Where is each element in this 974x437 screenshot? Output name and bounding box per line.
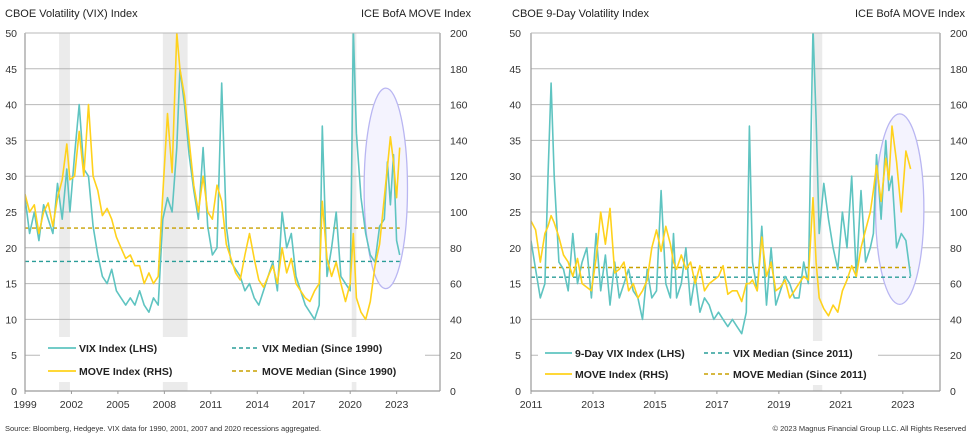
legend-label-vix-median: VIX Median (Since 2011) bbox=[733, 348, 853, 360]
y-tick-label-left: 45 bbox=[509, 64, 521, 76]
y-tick-label-left: 5 bbox=[11, 350, 17, 362]
right-chart-title: CBOE 9-Day Volatility Index bbox=[512, 8, 649, 20]
x-tick-label: 2017 bbox=[705, 399, 729, 411]
y-tick-label-right: 160 bbox=[950, 100, 968, 112]
y-tick-label-left: 25 bbox=[509, 207, 521, 219]
x-tick-label: 2020 bbox=[339, 399, 363, 411]
right-chart-right-axis-title: ICE BofA MOVE Index bbox=[855, 8, 966, 20]
x-tick-label: 2019 bbox=[767, 399, 791, 411]
axes bbox=[530, 32, 941, 392]
legend-label-move-median: MOVE Median (Since 2011) bbox=[733, 369, 867, 381]
y-tick-label-right: 120 bbox=[950, 171, 968, 183]
x-tick-label: 2008 bbox=[153, 399, 177, 411]
source-note: Source: Bloomberg, Hedgeye. VIX data for… bbox=[5, 424, 321, 433]
chart-vix: CBOE Volatility (VIX) Index ICE BofA MOV… bbox=[5, 8, 471, 411]
x-tick-label: 2023 bbox=[385, 399, 409, 411]
y-tick-label-right: 140 bbox=[450, 135, 468, 147]
y-tick-label-right: 60 bbox=[950, 279, 962, 291]
y-tick-label-left: 30 bbox=[5, 171, 17, 183]
y-axis-left-ticks: 0 5 10 15 20 25 30 35 40 45 50 bbox=[5, 28, 17, 398]
legend-background bbox=[40, 337, 425, 382]
y-tick-label-left: 45 bbox=[5, 64, 17, 76]
y-tick-label-right: 200 bbox=[450, 28, 468, 40]
y-tick-label-left: 40 bbox=[5, 100, 17, 112]
y-tick-label-right: 100 bbox=[450, 207, 468, 219]
y-tick-label-left: 50 bbox=[5, 28, 17, 40]
y-tick-label-left: 15 bbox=[509, 279, 521, 291]
y-tick-label-right: 80 bbox=[950, 243, 962, 255]
legend: 9-Day VIX Index (LHS) MOVE Index (RHS) V… bbox=[538, 341, 878, 385]
y-tick-label-left: 20 bbox=[509, 243, 521, 255]
legend-label-vix: VIX Index (LHS) bbox=[79, 343, 157, 355]
y-tick-label-left: 50 bbox=[509, 28, 521, 40]
legend-label-move: MOVE Index (RHS) bbox=[575, 369, 668, 381]
y-tick-label-right: 200 bbox=[950, 28, 968, 40]
y-tick-label-left: 5 bbox=[515, 350, 521, 362]
move-series-line bbox=[25, 33, 401, 321]
y-tick-label-left: 20 bbox=[5, 243, 17, 255]
highlight-ellipse bbox=[874, 113, 925, 306]
y-tick-label-left: 10 bbox=[5, 314, 17, 326]
y-tick-label-right: 100 bbox=[950, 207, 968, 219]
y-tick-label-right: 0 bbox=[450, 386, 456, 398]
axes bbox=[24, 32, 441, 392]
y-tick-label-right: 80 bbox=[450, 243, 462, 255]
y-axis-left-ticks: 0 5 10 15 20 25 30 35 40 45 50 bbox=[509, 28, 521, 398]
left-chart-title: CBOE Volatility (VIX) Index bbox=[5, 8, 138, 20]
legend-label-move: MOVE Index (RHS) bbox=[79, 366, 172, 378]
y-tick-label-left: 15 bbox=[5, 279, 17, 291]
y-axis-right-ticks: 0 20 40 60 80 100 120 140 160 180 200 bbox=[950, 28, 968, 398]
series-lines bbox=[531, 33, 912, 335]
x-axis-ticks: 2011 2013 2015 2017 2019 2021 2023 bbox=[520, 391, 915, 411]
y-tick-label-right: 20 bbox=[950, 350, 962, 362]
copyright-note: © 2023 Magnus Financial Group LLC. All R… bbox=[772, 424, 966, 433]
x-tick-label: 1999 bbox=[13, 399, 37, 411]
legend-label-move-median: MOVE Median (Since 1990) bbox=[262, 366, 396, 378]
x-axis-ticks: 1999 2002 2005 2008 2011 2014 2017 2020 2023 bbox=[13, 391, 408, 411]
left-chart-right-axis-title: ICE BofA MOVE Index bbox=[361, 8, 472, 20]
y-tick-label-right: 60 bbox=[450, 279, 462, 291]
y-tick-label-left: 30 bbox=[509, 171, 521, 183]
x-tick-label: 2005 bbox=[106, 399, 130, 411]
x-tick-label: 2013 bbox=[581, 399, 605, 411]
median-lines bbox=[25, 227, 400, 263]
x-tick-label: 2002 bbox=[60, 399, 84, 411]
x-tick-label: 2011 bbox=[200, 399, 223, 411]
y-tick-label-right: 160 bbox=[450, 100, 468, 112]
y-tick-label-right: 180 bbox=[950, 64, 968, 76]
x-tick-label: 2011 bbox=[520, 399, 543, 411]
y-tick-label-right: 140 bbox=[950, 135, 968, 147]
move-series-line bbox=[531, 125, 912, 317]
y-tick-label-right: 20 bbox=[450, 350, 462, 362]
vix-series-line bbox=[25, 33, 401, 321]
y-tick-label-left: 10 bbox=[509, 314, 521, 326]
chart-9day-vix: CBOE 9-Day Volatility Index ICE BofA MOV… bbox=[509, 8, 967, 411]
highlight-ellipse-shape bbox=[874, 113, 925, 306]
y-tick-label-left: 35 bbox=[5, 135, 17, 147]
legend-label-vix-median: VIX Median (Since 1990) bbox=[262, 343, 382, 355]
x-tick-label: 2017 bbox=[292, 399, 316, 411]
legend-label-vix: 9-Day VIX Index (LHS) bbox=[575, 348, 685, 360]
y-tick-label-left: 0 bbox=[515, 386, 521, 398]
x-tick-label: 2015 bbox=[643, 399, 667, 411]
y-tick-label-left: 40 bbox=[509, 100, 521, 112]
y-axis-right-ticks: 0 20 40 60 80 100 120 140 160 180 200 bbox=[450, 28, 468, 398]
y-tick-label-left: 35 bbox=[509, 135, 521, 147]
y-tick-label-right: 40 bbox=[950, 314, 962, 326]
x-tick-label: 2023 bbox=[891, 399, 915, 411]
y-tick-label-right: 120 bbox=[450, 171, 468, 183]
x-tick-label: 2014 bbox=[246, 399, 270, 411]
y-tick-label-left: 0 bbox=[11, 386, 17, 398]
y-tick-label-right: 0 bbox=[950, 386, 956, 398]
legend: VIX Index (LHS) MOVE Index (RHS) VIX Med… bbox=[40, 337, 425, 382]
series-lines bbox=[25, 33, 401, 321]
x-tick-label: 2021 bbox=[829, 399, 853, 411]
y-tick-label-right: 40 bbox=[450, 314, 462, 326]
y-tick-label-left: 25 bbox=[5, 207, 17, 219]
legend-background bbox=[538, 341, 878, 385]
y-tick-label-right: 180 bbox=[450, 64, 468, 76]
